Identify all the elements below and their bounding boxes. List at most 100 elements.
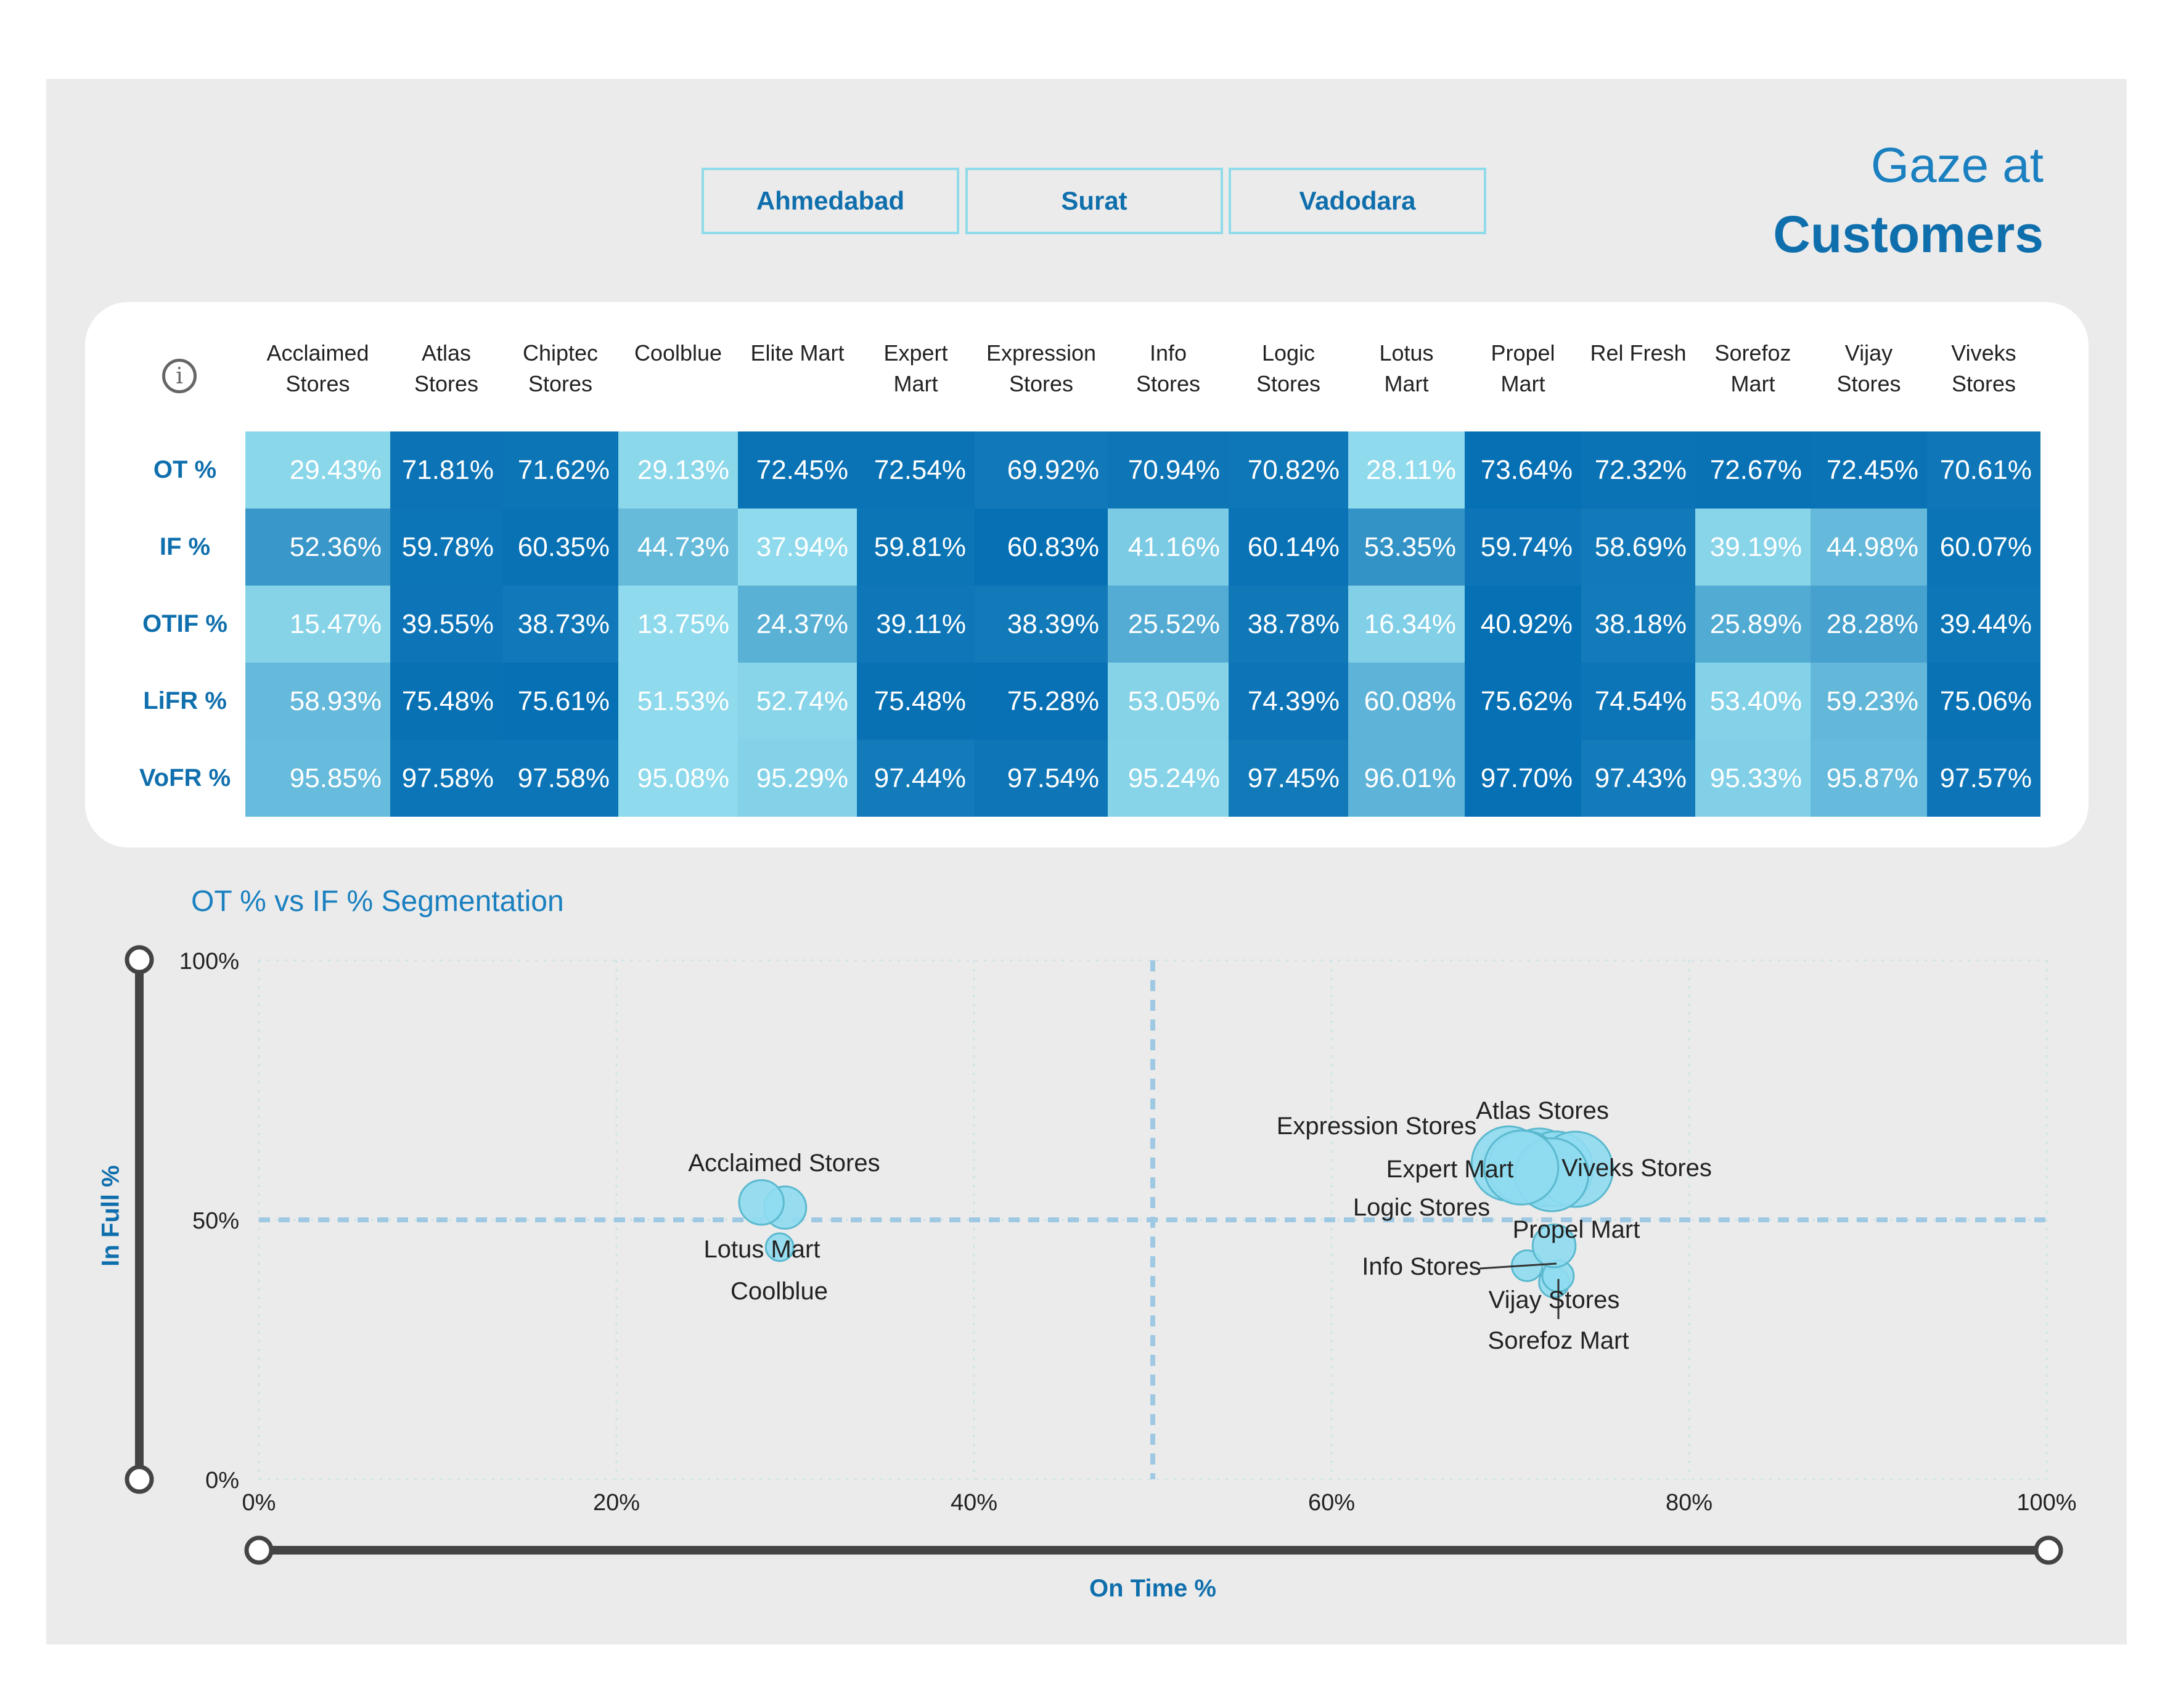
matrix-cell: 52.36% xyxy=(245,509,390,586)
matrix-cell: 13.75% xyxy=(618,586,738,663)
matrix-cell: 60.35% xyxy=(502,509,618,586)
matrix-cell: 53.05% xyxy=(1108,663,1229,740)
column-header: Vijay Stores xyxy=(1836,340,1901,396)
x-tick-label: 100% xyxy=(2016,1490,2076,1516)
matrix-cell: 97.43% xyxy=(1581,740,1695,817)
matrix-cell: 37.94% xyxy=(738,509,857,586)
x-tick-label: 0% xyxy=(242,1490,276,1516)
matrix-cell: 69.92% xyxy=(975,431,1108,509)
matrix-cell: 97.54% xyxy=(975,740,1108,817)
point-label: Propel Mart xyxy=(1513,1216,1640,1243)
matrix-cell: 97.58% xyxy=(502,740,618,817)
matrix-cell: 51.53% xyxy=(618,663,738,740)
y-tick-label: 0% xyxy=(205,1468,239,1493)
row-header: OT % xyxy=(153,456,217,483)
matrix-cell: 95.24% xyxy=(1108,740,1229,817)
x-range-slider-handle-left xyxy=(244,1535,274,1565)
matrix-cell: 95.85% xyxy=(245,740,390,817)
x-tick-label: 80% xyxy=(1666,1490,1713,1516)
row-header: VoFR % xyxy=(139,764,231,791)
matrix-cell: 97.45% xyxy=(1229,740,1348,817)
point-label: Viveks Stores xyxy=(1561,1154,1712,1182)
matrix-cell: 60.08% xyxy=(1348,663,1465,740)
scatter-point xyxy=(738,1179,785,1226)
city-button-surat[interactable]: Surat xyxy=(965,168,1223,234)
matrix-cell: 75.06% xyxy=(1927,663,2040,740)
matrix-cell: 96.01% xyxy=(1348,740,1465,817)
scatter-point xyxy=(764,1232,795,1262)
matrix-cell: 44.73% xyxy=(618,509,738,586)
matrix-cell: 28.11% xyxy=(1348,431,1465,509)
matrix-cell: 16.34% xyxy=(1348,586,1465,663)
matrix-cell: 74.54% xyxy=(1581,663,1695,740)
column-header: Expression Stores xyxy=(986,340,1097,396)
matrix-cell: 70.61% xyxy=(1927,431,2040,509)
matrix-cell: 97.70% xyxy=(1465,740,1581,817)
matrix-cell: 71.81% xyxy=(390,431,502,509)
matrix-cell: 73.64% xyxy=(1465,431,1581,509)
matrix-cell: 38.73% xyxy=(502,586,618,663)
matrix-cell: 53.40% xyxy=(1695,663,1811,740)
point-label: Atlas Stores xyxy=(1476,1097,1609,1124)
column-header: Chiptec Stores xyxy=(522,340,599,396)
city-button-vadodara[interactable]: Vadodara xyxy=(1229,168,1486,234)
matrix-cell: 95.08% xyxy=(618,740,738,817)
x-tick-label: 60% xyxy=(1308,1490,1355,1516)
y-range-slider-handle-bottom xyxy=(125,1465,154,1494)
column-header: Coolblue xyxy=(634,340,722,366)
y-range-slider-handle-top xyxy=(125,945,154,975)
matrix-cell: 60.14% xyxy=(1229,509,1348,586)
row-header: LiFR % xyxy=(143,687,227,714)
matrix-cell: 58.93% xyxy=(245,663,390,740)
column-header: Rel Fresh xyxy=(1590,340,1687,366)
matrix-cell: 15.47% xyxy=(245,586,390,663)
matrix-cell: 59.81% xyxy=(857,509,975,586)
column-header: Propel Mart xyxy=(1491,340,1555,396)
matrix-cell: 44.98% xyxy=(1811,509,1927,586)
matrix-cell: 97.58% xyxy=(390,740,502,817)
page-title-line2: Customers xyxy=(1773,205,2044,263)
matrix-cell: 39.44% xyxy=(1927,586,2040,663)
matrix-cell: 75.61% xyxy=(502,663,618,740)
matrix-cell: 39.19% xyxy=(1695,509,1811,586)
point-label: Acclaimed Stores xyxy=(688,1150,880,1177)
y-axis-title: In Full % xyxy=(97,1165,125,1267)
column-header: Atlas Stores xyxy=(414,340,479,396)
matrix-cell: 95.87% xyxy=(1811,740,1927,817)
column-header: Expert Mart xyxy=(883,340,948,396)
point-label: Expert Mart xyxy=(1386,1156,1514,1183)
matrix-cell: 71.62% xyxy=(502,431,618,509)
point-label: Vijay Stores xyxy=(1489,1286,1620,1314)
matrix-cell: 59.23% xyxy=(1811,663,1927,740)
info-icon[interactable]: i xyxy=(162,359,197,393)
column-header: Sorefoz Mart xyxy=(1714,340,1791,396)
point-label: Sorefoz Mart xyxy=(1488,1327,1629,1354)
scatter-point xyxy=(1531,1224,1577,1269)
page-title-line1: Gaze at xyxy=(1870,137,2044,192)
matrix-cell: 41.16% xyxy=(1108,509,1229,586)
matrix-cell: 60.07% xyxy=(1927,509,2040,586)
matrix-cell: 58.69% xyxy=(1581,509,1695,586)
matrix-cell: 24.37% xyxy=(738,586,857,663)
matrix-cell: 74.39% xyxy=(1229,663,1348,740)
matrix-cell: 39.55% xyxy=(390,586,502,663)
x-tick-label: 20% xyxy=(593,1490,640,1516)
matrix-cell: 72.54% xyxy=(857,431,975,509)
matrix-cell: 39.11% xyxy=(857,586,975,663)
point-label: Coolblue xyxy=(730,1278,828,1305)
scatter-point xyxy=(1483,1129,1560,1206)
matrix-cell: 97.57% xyxy=(1927,740,2040,817)
matrix-cell: 25.89% xyxy=(1695,586,1811,663)
y-tick-label: 50% xyxy=(192,1208,239,1234)
city-button-ahmedabad[interactable]: Ahmedabad xyxy=(702,168,959,234)
point-label: Info Stores xyxy=(1362,1253,1481,1280)
x-axis-title: On Time % xyxy=(1089,1575,1216,1602)
matrix-cell: 53.35% xyxy=(1348,509,1465,586)
matrix-cell: 75.48% xyxy=(857,663,975,740)
matrix-cell: 72.45% xyxy=(1811,431,1927,509)
column-header: Lotus Mart xyxy=(1379,340,1434,396)
label-leader-line xyxy=(1479,1262,1557,1270)
matrix-cell: 95.29% xyxy=(738,740,857,817)
matrix-cell: 29.13% xyxy=(618,431,738,509)
